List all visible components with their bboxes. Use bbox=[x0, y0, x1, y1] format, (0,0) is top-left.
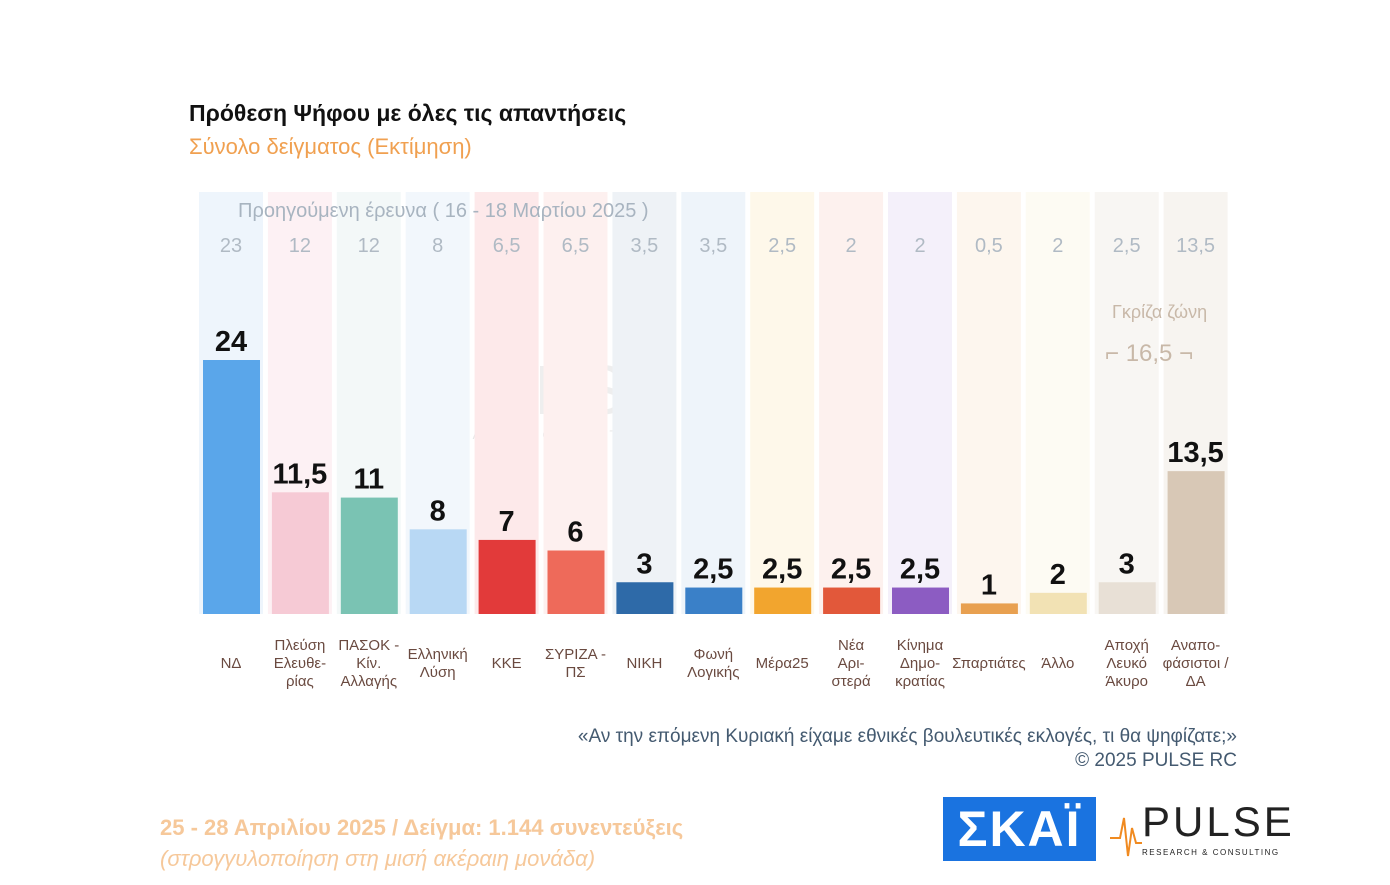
gray-zone-label: Γκρίζα ζώνη bbox=[1112, 302, 1208, 322]
value-label: 2,5 bbox=[900, 554, 940, 586]
value-label: 2,5 bbox=[762, 554, 802, 586]
rounding-note: (στρογγυλοποίηση στη μισή ακέραιη μονάδα… bbox=[160, 846, 596, 871]
chart-title: Πρόθεση Ψήφου με όλες τις απαντήσεις bbox=[189, 100, 627, 126]
category-label: Φωνή Λογικής bbox=[687, 646, 739, 681]
pulse-logo-sub: RESEARCH & CONSULTING bbox=[1142, 848, 1280, 857]
bar bbox=[823, 587, 881, 614]
column-background bbox=[612, 192, 677, 614]
column-background bbox=[1025, 192, 1090, 614]
bar bbox=[960, 603, 1018, 614]
category-label: ΣΥΡΙΖΑ -ΠΣ bbox=[545, 646, 606, 681]
column-background bbox=[750, 192, 815, 614]
bar bbox=[892, 587, 949, 614]
column-background bbox=[1094, 192, 1159, 614]
bar bbox=[754, 587, 812, 614]
category-label: Σπαρτιάτες bbox=[952, 655, 1025, 672]
value-label: 2 bbox=[1050, 559, 1066, 591]
gray-zone-value: ⌐ 16,5 ¬ bbox=[1105, 340, 1194, 367]
survey-question: «Αν την επόμενη Κυριακή είχαμε εθνικές β… bbox=[577, 726, 1237, 747]
previous-value-label: 3,5 bbox=[630, 235, 658, 257]
skai-logo-text: ΣΚΑΪ bbox=[957, 801, 1082, 857]
previous-value-label: 2 bbox=[914, 235, 925, 257]
bar bbox=[547, 550, 605, 614]
value-label: 6 bbox=[567, 517, 583, 549]
category-label: ΚΚΕ bbox=[492, 655, 522, 672]
previous-value-label: 12 bbox=[289, 235, 311, 257]
value-label: 1 bbox=[981, 569, 997, 601]
category-label: ΝΙΚΗ bbox=[626, 655, 662, 672]
bar bbox=[685, 587, 743, 614]
column-background bbox=[681, 192, 746, 614]
previous-value-label: 0,5 bbox=[975, 235, 1003, 257]
skai-logo: ΣΚΑΪ bbox=[943, 797, 1096, 861]
previous-survey-title: Προηγούμενη έρευνα ( 16 - 18 Μαρτίου 202… bbox=[238, 200, 649, 222]
column-background bbox=[543, 192, 608, 614]
value-label: 2,5 bbox=[693, 554, 733, 586]
column-background bbox=[888, 192, 952, 614]
category-label: Ελληνική Λύση bbox=[408, 646, 468, 681]
previous-value-label: 23 bbox=[220, 235, 242, 257]
previous-value-label: 8 bbox=[432, 235, 443, 257]
value-label: 3 bbox=[1119, 548, 1135, 580]
pulse-logo-text: PULSE bbox=[1142, 798, 1295, 845]
pulse-wave-icon bbox=[1110, 817, 1142, 857]
survey-dates-sample: 25 - 28 Απριλίου 2025 / Δείγμα: 1.144 συ… bbox=[160, 815, 684, 840]
bar bbox=[203, 360, 260, 614]
chart-subtitle: Σύνολο δείγματος (Εκτίμηση) bbox=[189, 134, 472, 159]
category-label: Αναπο-φάσιστοι / ΔΑ bbox=[1163, 637, 1230, 690]
bar bbox=[340, 497, 398, 614]
column-background bbox=[819, 192, 884, 614]
bar bbox=[271, 492, 329, 614]
bar bbox=[1098, 582, 1156, 614]
pulse-logo: PULSE RESEARCH & CONSULTING bbox=[1110, 798, 1292, 862]
value-label: 8 bbox=[430, 495, 446, 527]
value-label: 7 bbox=[499, 506, 515, 538]
previous-value-label: 2,5 bbox=[768, 235, 796, 257]
category-label: Κίνημα Δημο-κρατίας bbox=[895, 637, 945, 690]
gray-zone-number: 16,5 bbox=[1125, 340, 1173, 367]
bar bbox=[409, 529, 467, 614]
value-label: 13,5 bbox=[1167, 437, 1223, 469]
previous-value-label: 2 bbox=[1052, 235, 1063, 257]
category-label: ΝΔ bbox=[221, 655, 242, 672]
previous-value-label: 3,5 bbox=[699, 235, 727, 257]
value-label: 3 bbox=[636, 548, 652, 580]
previous-value-label: 6,5 bbox=[562, 235, 590, 257]
bar bbox=[1167, 471, 1225, 614]
previous-value-label: 2,5 bbox=[1113, 235, 1141, 257]
bar bbox=[616, 582, 674, 614]
column-background bbox=[956, 192, 1021, 614]
value-label: 11 bbox=[353, 464, 384, 496]
category-label: Νέα Αρι-στερά bbox=[832, 637, 871, 690]
previous-value-label: 2 bbox=[846, 235, 857, 257]
category-label: Πλεύση Ελευθε-ρίας bbox=[274, 637, 326, 690]
previous-value-label: 6,5 bbox=[493, 235, 521, 257]
category-label: Αποχή Λευκό Άκυρο bbox=[1105, 637, 1149, 690]
copyright: © 2025 PULSE RC bbox=[1075, 750, 1237, 771]
value-label: 2,5 bbox=[831, 554, 871, 586]
value-label: 11,5 bbox=[272, 458, 327, 490]
category-label: Άλλο bbox=[1041, 655, 1074, 672]
value-label: 24 bbox=[215, 326, 247, 358]
bar bbox=[478, 539, 536, 614]
previous-value-label: 12 bbox=[358, 235, 380, 257]
bar bbox=[1029, 592, 1087, 614]
category-label: ΠΑΣΟΚ -Κίν. Αλλαγής bbox=[338, 637, 399, 690]
previous-value-label: 13,5 bbox=[1176, 235, 1215, 257]
category-label: Μέρα25 bbox=[756, 655, 809, 672]
